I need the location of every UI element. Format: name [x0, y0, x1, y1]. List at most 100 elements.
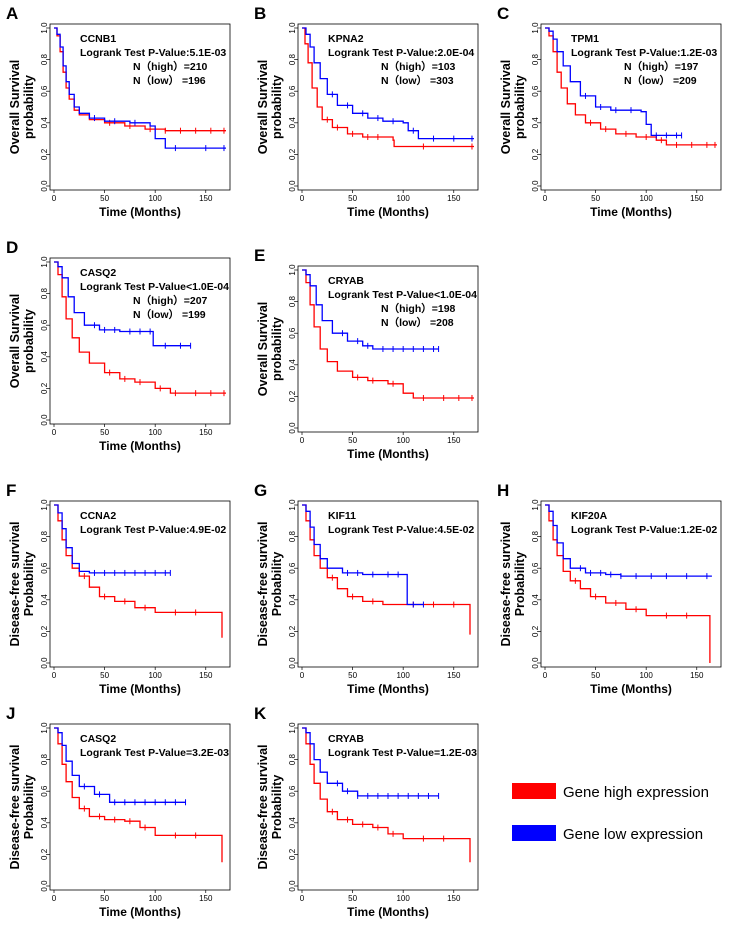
- y-tick-label: 0.2: [40, 848, 49, 860]
- x-tick-label: 150: [199, 194, 213, 203]
- km-panel-J: J 0.0 0.2 0.4 0.6 0.8 1.0 0 50 100 150 Time (Months…: [6, 704, 231, 919]
- y-axis-label-line: Disease-free survival: [499, 521, 513, 646]
- km-curve-high: [54, 727, 223, 863]
- panel-letter: C: [497, 4, 509, 23]
- x-tick-label: 100: [396, 894, 410, 903]
- km-curve-high: [54, 504, 223, 638]
- km-panel-K: K 0.0 0.2 0.4 0.6 0.8 1.0 0 50 100 150 Time (Months…: [254, 704, 479, 919]
- n-high: N（high）=207: [133, 294, 208, 307]
- km-curve-low: [545, 27, 682, 137]
- y-axis-label-line: Probability: [270, 775, 284, 840]
- n-low: N（low） =199: [133, 308, 206, 321]
- y-tick-label: 0.0: [40, 880, 49, 892]
- x-tick-label: 50: [348, 894, 357, 903]
- km-curve-high: [545, 504, 711, 663]
- x-tick-label: 150: [447, 436, 461, 445]
- y-axis-label-line: probability: [22, 75, 36, 139]
- x-tick-label: 150: [199, 894, 213, 903]
- logrank-pvalue: Logrank Test P-Value:1.2E-02: [571, 524, 717, 536]
- x-tick-label: 150: [690, 671, 704, 680]
- y-tick-label: 0.8: [40, 530, 49, 542]
- y-axis-label-line: probability: [22, 309, 36, 373]
- x-tick-label: 0: [52, 194, 57, 203]
- y-axis-label-line: Overall Survival: [256, 302, 270, 397]
- gene-name: KIF11: [328, 510, 356, 522]
- y-tick-label: 0.2: [288, 625, 297, 637]
- km-curve-high: [302, 269, 474, 399]
- logrank-pvalue: Logrank Test P-Value:5.1E-03: [80, 47, 226, 59]
- x-axis-label: Time (Months): [590, 682, 672, 696]
- y-tick-label: 0.4: [288, 359, 297, 371]
- logrank-pvalue: Logrank Test P-Value=3.2E-03: [80, 747, 229, 759]
- gene-name: CASQ2: [80, 733, 116, 745]
- logrank-pvalue: Logrank Test P-Value:4.9E-02: [80, 524, 226, 536]
- x-tick-label: 150: [447, 194, 461, 203]
- y-tick-label: 0.6: [531, 85, 540, 97]
- x-tick-label: 100: [396, 436, 410, 445]
- x-tick-label: 50: [348, 671, 357, 680]
- x-axis-label: Time (Months): [347, 447, 429, 461]
- km-panel-F: F 0.0 0.2 0.4 0.6 0.8 1.0 0 50 100 150 Time (Months…: [6, 481, 231, 696]
- y-tick-label: 0.6: [40, 785, 49, 797]
- km-panel-E: E 0.0 0.2 0.4 0.6 0.8 1.0 0 50 100 150 Time (Months…: [254, 246, 479, 461]
- x-tick-label: 0: [52, 671, 57, 680]
- x-tick-label: 100: [148, 194, 162, 203]
- logrank-pvalue: Logrank Test P-Value<1.0E-04: [80, 281, 229, 293]
- x-tick-label: 50: [348, 436, 357, 445]
- km-panel-C: C 0.0 0.2 0.4 0.6 0.8 1.0 0 50 100 150 Time (Months…: [497, 4, 722, 219]
- y-tick-label: 0.2: [40, 148, 49, 160]
- plot-frame: [297, 265, 479, 433]
- x-axis-label: Time (Months): [99, 682, 181, 696]
- gene-name: TPM1: [571, 33, 599, 45]
- y-axis-label-line: Overall Survival: [256, 60, 270, 155]
- panel-letter: E: [254, 246, 265, 265]
- x-axis-label: Time (Months): [99, 439, 181, 453]
- y-tick-label: 1.0: [288, 499, 297, 511]
- n-high: N（high）=197: [624, 60, 699, 73]
- y-tick-label: 0.6: [40, 85, 49, 97]
- y-tick-label: 0.8: [288, 753, 297, 765]
- km-curve-low: [54, 504, 171, 574]
- y-tick-label: 0.2: [40, 382, 49, 394]
- y-tick-label: 1.0: [531, 499, 540, 511]
- x-axis-label: Time (Months): [590, 205, 672, 219]
- km-curve-low: [54, 727, 186, 803]
- y-tick-label: 0.4: [40, 117, 49, 129]
- x-tick-label: 100: [639, 194, 653, 203]
- y-axis-label-line: Overall Survival: [8, 60, 22, 155]
- gene-name: CRYAB: [328, 733, 364, 745]
- gene-name: CRYAB: [328, 275, 364, 287]
- x-tick-label: 50: [100, 428, 109, 437]
- x-tick-label: 50: [100, 194, 109, 203]
- y-tick-label: 0.6: [40, 319, 49, 331]
- x-tick-label: 100: [148, 671, 162, 680]
- y-axis-label: Overall Survivalprobability: [8, 294, 36, 389]
- y-tick-label: 0.8: [288, 53, 297, 65]
- x-tick-label: 100: [148, 428, 162, 437]
- y-tick-label: 1.0: [40, 722, 49, 734]
- km-panel-D: D 0.0 0.2 0.4 0.6 0.8 1.0 0 50 100 150 Time (Months…: [6, 238, 231, 453]
- y-tick-label: 0.0: [531, 657, 540, 669]
- panel-letter: F: [6, 481, 16, 500]
- y-tick-label: 0.2: [531, 625, 540, 637]
- x-tick-label: 0: [300, 194, 305, 203]
- n-low: N（low） =208: [381, 316, 454, 329]
- y-tick-label: 0.0: [288, 180, 297, 192]
- plot-frame: [49, 500, 231, 668]
- y-tick-label: 0.4: [40, 594, 49, 606]
- y-axis-label-line: Probability: [22, 552, 36, 617]
- y-tick-label: 0.8: [40, 753, 49, 765]
- x-tick-label: 50: [348, 194, 357, 203]
- x-tick-label: 100: [396, 671, 410, 680]
- gene-name: CCNA2: [80, 510, 116, 522]
- y-tick-label: 1.0: [288, 722, 297, 734]
- panel-letter: J: [6, 704, 15, 723]
- km-curve-low: [54, 27, 226, 149]
- logrank-pvalue: Logrank Test P-Value:1.2E-03: [571, 47, 717, 59]
- y-axis-label-line: Disease-free survival: [8, 744, 22, 869]
- x-axis-label: Time (Months): [99, 205, 181, 219]
- y-axis-label: Overall Survivalprobability: [8, 60, 36, 155]
- gene-name: CASQ2: [80, 267, 116, 279]
- y-tick-label: 0.6: [288, 562, 297, 574]
- n-low: N（low） =303: [381, 74, 454, 87]
